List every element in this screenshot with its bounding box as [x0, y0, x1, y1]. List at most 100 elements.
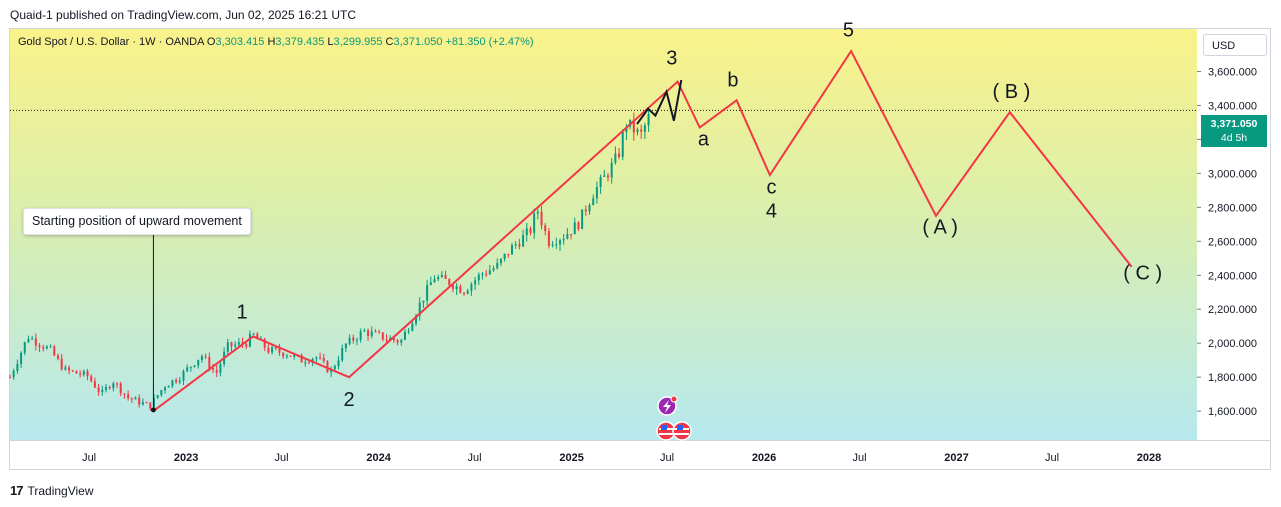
candle-body [363, 330, 366, 332]
candle-body [93, 381, 96, 388]
close-value: 3,371.050 [393, 36, 443, 48]
candle-body [304, 362, 307, 364]
candle-body [367, 330, 370, 336]
candle-body [219, 364, 222, 373]
candle-body [566, 234, 569, 239]
flag-canton-icon [661, 425, 667, 430]
x-tick-label: Jul [1045, 452, 1059, 464]
candle-body [149, 402, 152, 409]
candle-body [278, 348, 281, 353]
us-flag-event-icon-2[interactable] [672, 421, 692, 441]
x-tick-label: 2023 [174, 452, 198, 464]
open-label: O [206, 36, 216, 48]
y-tick-label: 3,600.000 [1208, 66, 1257, 78]
symbol-name[interactable]: Gold Spot / U.S. Dollar · 1W · OANDA [18, 36, 204, 48]
candle-body [156, 395, 159, 398]
candle-body [540, 211, 543, 226]
candle-body [437, 277, 440, 280]
candle-body [518, 244, 521, 247]
candle-body [86, 371, 89, 377]
candle-body [485, 273, 488, 275]
currency-selector[interactable]: USD [1203, 34, 1267, 56]
close-label: C [385, 36, 394, 48]
candle-body [555, 244, 558, 246]
y-tick-label: 1,600.000 [1208, 406, 1257, 418]
y-tick-label: 3,000.000 [1208, 168, 1257, 180]
candle-body [311, 358, 314, 363]
candle-body [429, 282, 432, 286]
footer-brand[interactable]: 17 TradingView [10, 483, 94, 498]
candle-body [592, 198, 595, 206]
candle-body [525, 228, 528, 236]
candle-body [20, 352, 23, 364]
wave-label: 1 [236, 302, 247, 324]
flag-stripes-icon-2 [659, 433, 689, 435]
candle-body [23, 342, 26, 353]
candle-body [610, 162, 613, 178]
candle-body [514, 244, 517, 246]
candle-body [119, 383, 122, 394]
candle-body [322, 357, 325, 362]
candle-body [333, 366, 336, 370]
candle-body [625, 126, 628, 132]
candle-body [307, 362, 310, 364]
candle-body [16, 363, 19, 371]
open-value: 3,303.415 [215, 36, 265, 48]
candle-body [381, 332, 384, 340]
candle-body [570, 234, 573, 236]
candle-body [407, 330, 410, 332]
candle-body [9, 377, 11, 379]
wave-label: b [727, 70, 738, 92]
candle-body [444, 274, 447, 280]
candle-body [503, 253, 506, 259]
candle-body [440, 274, 443, 278]
symbol-header: Gold Spot / U.S. Dollar · 1W · OANDA O3,… [18, 36, 534, 48]
candle-body [175, 380, 178, 383]
candle-body [470, 284, 473, 291]
candle-body [208, 356, 211, 369]
candle-body [152, 397, 155, 409]
candle-body [282, 352, 285, 357]
candle-body [352, 337, 355, 341]
x-tick-label: Jul [275, 452, 289, 464]
candle-body [319, 357, 322, 359]
y-tick-label: 2,000.000 [1208, 338, 1257, 350]
candle-body [640, 129, 643, 132]
candle-body [31, 338, 34, 340]
wave-label: 5 [843, 20, 854, 42]
annotation-callout[interactable]: Starting position of upward movement [23, 208, 251, 235]
candle-body [396, 340, 399, 343]
x-tick-label: 2027 [944, 452, 968, 464]
y-tick-label: 2,600.000 [1208, 236, 1257, 248]
high-value: 3,379.435 [275, 36, 325, 48]
candle-body [562, 238, 565, 241]
candle-body [632, 119, 635, 133]
candle-body [141, 402, 144, 405]
elliott-wave-path [152, 49, 1133, 412]
chart-frame [9, 28, 1271, 470]
candle-body [451, 285, 454, 290]
candle-body [237, 342, 240, 345]
candle-body [226, 342, 229, 352]
flag-canton-icon-2 [677, 425, 683, 430]
candle-body [49, 346, 52, 348]
candle-body [492, 268, 495, 271]
wave-label: 2 [344, 389, 355, 411]
candle-body [186, 367, 189, 372]
candle-body [614, 153, 617, 163]
last-price-tag: 3,371.050 4d 5h [1201, 115, 1267, 147]
candle-body [68, 367, 71, 371]
candle-body [599, 176, 602, 188]
candle-body [230, 342, 233, 347]
candle-body [426, 285, 429, 301]
events-icons[interactable] [656, 395, 692, 441]
candle-body [459, 286, 462, 293]
candle-body [418, 302, 421, 316]
candle-body [45, 346, 48, 349]
candle-body [127, 394, 130, 399]
candle-body [411, 323, 414, 331]
candle-body [403, 331, 406, 340]
x-tick-label: Jul [660, 452, 674, 464]
candle-body [499, 258, 502, 264]
